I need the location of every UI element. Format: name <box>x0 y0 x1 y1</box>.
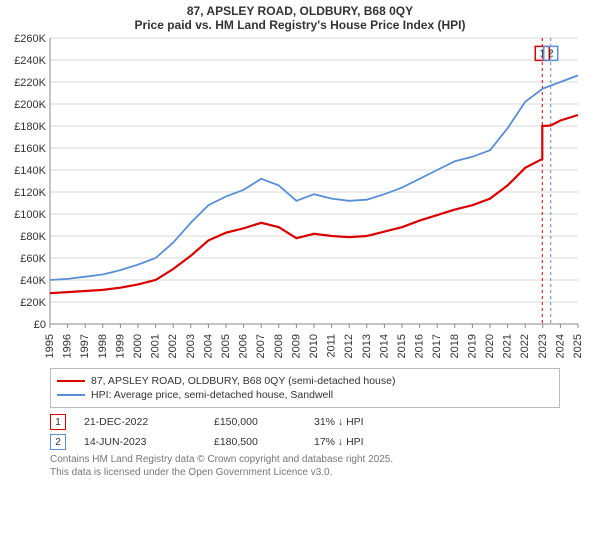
y-tick-label: £160K <box>14 143 46 155</box>
event-row: 2 14-JUN-2023£180,50017% ↓ HPI <box>50 434 560 450</box>
x-tick-label: 2018 <box>449 334 461 358</box>
legend-item: 87, APSLEY ROAD, OLDBURY, B68 0QY (semi-… <box>57 375 553 387</box>
x-tick-label: 2005 <box>220 334 232 358</box>
event-row: 1 21-DEC-2022£150,00031% ↓ HPI <box>50 414 560 430</box>
x-tick-label: 2020 <box>484 334 496 358</box>
event-marker: 1 <box>50 414 66 430</box>
footer-line1: Contains HM Land Registry data © Crown c… <box>50 454 560 467</box>
x-tick-label: 2008 <box>273 334 285 358</box>
x-tick-label: 2010 <box>308 334 320 358</box>
x-tick-label: 2007 <box>255 334 267 358</box>
x-tick-label: 1997 <box>79 334 91 358</box>
footer: Contains HM Land Registry data © Crown c… <box>50 454 560 479</box>
y-tick-label: £0 <box>34 319 46 331</box>
x-tick-label: 1995 <box>44 334 56 358</box>
event-date: 14-JUN-2023 <box>84 436 214 448</box>
event-marker: 2 <box>50 434 66 450</box>
marker-num-2: 2 <box>548 49 554 60</box>
x-tick-label: 2023 <box>537 334 549 358</box>
x-tick-label: 2014 <box>378 334 390 358</box>
y-tick-label: £260K <box>14 33 46 45</box>
x-tick-label: 2000 <box>132 334 144 358</box>
y-tick-label: £220K <box>14 77 46 89</box>
marker-num-1: 1 <box>539 49 545 60</box>
x-tick-label: 2021 <box>502 334 514 358</box>
x-tick-label: 2016 <box>414 334 426 358</box>
event-price: £150,000 <box>214 416 314 428</box>
x-tick-label: 2009 <box>290 334 302 358</box>
x-tick-label: 2015 <box>396 334 408 358</box>
x-tick-label: 1998 <box>97 334 109 358</box>
series-hpi <box>50 75 578 280</box>
chart-container: £0 £20K £40K £60K £80K £100K £120K £140K £160K £1… <box>0 32 600 362</box>
y-tick-label: £240K <box>14 55 46 67</box>
title-line1: 87, APSLEY ROAD, OLDBURY, B68 0QY <box>0 4 600 18</box>
x-tick-label: 2024 <box>554 334 566 358</box>
x-tick-label: 2013 <box>361 334 373 358</box>
y-tick-label: £80K <box>20 231 46 243</box>
x-tick-label: 2017 <box>431 334 443 358</box>
y-tick-label: £60K <box>20 253 46 265</box>
x-tick-label: 1999 <box>114 334 126 358</box>
x-tick-label: 2012 <box>343 334 355 358</box>
event-date: 21-DEC-2022 <box>84 416 214 428</box>
y-tick-label: £40K <box>20 275 46 287</box>
y-tick-label: £120K <box>14 187 46 199</box>
event-pct: 31% ↓ HPI <box>314 416 434 428</box>
y-tick-label: £140K <box>14 165 46 177</box>
x-tick-label: 2006 <box>238 334 250 358</box>
x-tick-label: 2002 <box>167 334 179 358</box>
x-tick-label: 2004 <box>202 334 214 358</box>
legend-swatch <box>57 380 85 382</box>
legend-item: HPI: Average price, semi-detached house,… <box>57 389 553 401</box>
legend-swatch <box>57 394 85 396</box>
event-price: £180,500 <box>214 436 314 448</box>
footer-line2: This data is licensed under the Open Gov… <box>50 467 560 480</box>
legend-label: HPI: Average price, semi-detached house,… <box>91 389 333 401</box>
x-tick-label: 2022 <box>519 334 531 358</box>
chart-title-block: 87, APSLEY ROAD, OLDBURY, B68 0QY Price … <box>0 0 600 32</box>
title-line2: Price paid vs. HM Land Registry's House … <box>0 18 600 32</box>
y-tick-label: £180K <box>14 121 46 133</box>
x-tick-label: 2001 <box>150 334 162 358</box>
x-tick-label: 2019 <box>466 334 478 358</box>
y-tick-label: £200K <box>14 99 46 111</box>
y-tick-label: £20K <box>20 297 46 309</box>
event-pct: 17% ↓ HPI <box>314 436 434 448</box>
x-tick-label: 2025 <box>572 334 584 358</box>
x-tick-label: 2003 <box>185 334 197 358</box>
price-chart: £0 £20K £40K £60K £80K £100K £120K £140K £160K £1… <box>0 32 600 362</box>
legend: 87, APSLEY ROAD, OLDBURY, B68 0QY (semi-… <box>50 368 560 408</box>
y-tick-label: £100K <box>14 209 46 221</box>
event-table: 1 21-DEC-2022£150,00031% ↓ HPI 2 14-JUN-202… <box>50 414 560 450</box>
x-tick-label: 2011 <box>326 334 338 358</box>
x-tick-label: 1996 <box>62 334 74 358</box>
legend-label: 87, APSLEY ROAD, OLDBURY, B68 0QY (semi-… <box>91 375 395 387</box>
